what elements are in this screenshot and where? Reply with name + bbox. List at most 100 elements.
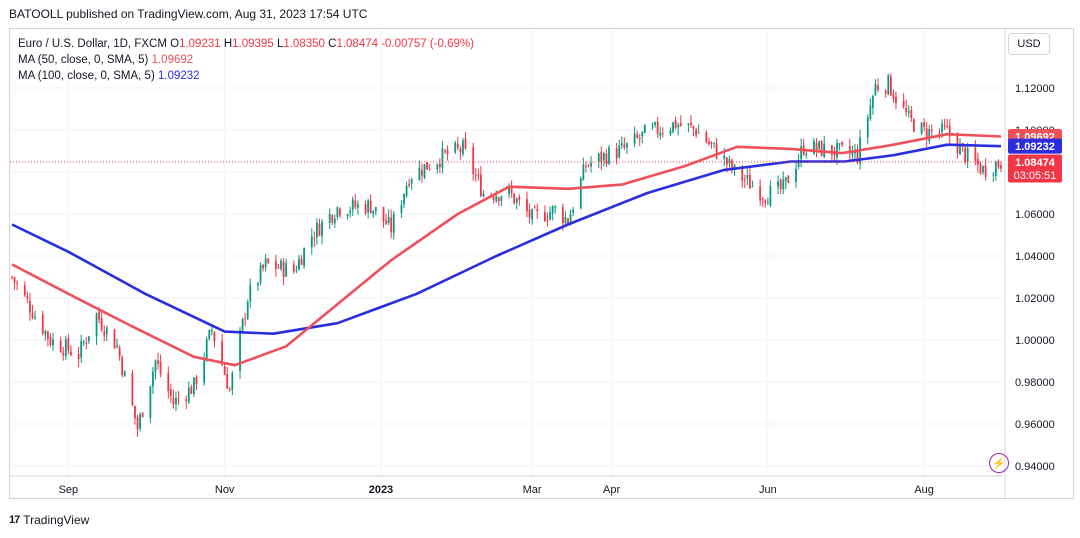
candle-body [408, 183, 411, 186]
ma100-value: 1.09232 [157, 70, 200, 82]
candle-body [677, 124, 680, 128]
candle-body [313, 238, 316, 240]
ma100-label: MA (100, close, 0, SMA, 5) [18, 70, 155, 82]
candle-body [510, 188, 513, 194]
candle-body [836, 143, 838, 158]
last-price-label: 1.08474 [1015, 157, 1056, 169]
candle-body [713, 142, 715, 144]
candle-body [838, 143, 841, 145]
x-tick-label: 2023 [369, 484, 393, 496]
candle-body [410, 179, 413, 184]
candle-body [608, 147, 610, 164]
candle-body [472, 147, 475, 174]
candle-body [280, 260, 282, 269]
candle-body [315, 222, 318, 238]
candle-body [564, 217, 567, 224]
candle-body [751, 186, 754, 188]
candle-body [930, 130, 933, 132]
candle-body [889, 76, 892, 96]
candle-body [354, 200, 357, 208]
candle-body [318, 223, 321, 236]
ma50-label: MA (50, close, 0, SMA, 5) [18, 54, 149, 66]
candle-body [495, 196, 498, 202]
candle-body [228, 389, 231, 391]
candle-body [877, 85, 879, 90]
candle-body [705, 132, 708, 143]
candle-body [912, 119, 915, 132]
candle-body [141, 412, 144, 417]
candle-body [205, 339, 208, 359]
currency-button[interactable]: USD [1008, 33, 1050, 55]
candle-body [405, 185, 408, 196]
candle-body [436, 164, 439, 170]
candle-body [587, 165, 590, 167]
candle-body [902, 101, 905, 107]
candle-body [292, 264, 295, 272]
candle-body [221, 341, 223, 366]
candle-body [13, 277, 16, 283]
candle-body [59, 340, 62, 353]
candle-body [172, 397, 175, 405]
candle-body [656, 121, 659, 134]
candle-body [561, 207, 564, 224]
candle-body [369, 200, 372, 214]
candle-body [697, 132, 700, 134]
legend: Euro / U.S. Dollar, 1D, FXCM O1.09231 H1… [18, 36, 474, 84]
candle-body [782, 179, 785, 190]
candle-body [1000, 165, 1002, 169]
candle-body [715, 143, 718, 159]
x-tick-label: Jun [759, 484, 777, 496]
candle-body [277, 267, 280, 269]
candle-body [856, 150, 859, 163]
candle-body [623, 144, 626, 148]
candle-body [651, 126, 654, 128]
candle-body [992, 174, 995, 176]
candle-body [830, 145, 833, 155]
candle-body [474, 174, 477, 176]
candle-body [641, 131, 644, 137]
candle-body [943, 125, 946, 127]
candle-body [982, 166, 984, 173]
candle-body [869, 105, 872, 119]
candle-body [190, 387, 193, 394]
candle-body [492, 197, 495, 200]
candle-body [421, 169, 423, 176]
candle-body [941, 123, 943, 132]
candle-body [515, 198, 518, 203]
legend-ma50-row[interactable]: MA (50, close, 0, SMA, 5) 1.09692 [18, 52, 474, 68]
candle-body [907, 111, 910, 113]
candle-body [34, 316, 36, 318]
candle-body [246, 302, 249, 319]
candle-body [638, 137, 641, 139]
candle-body [572, 209, 575, 213]
candle-body [731, 160, 733, 170]
candle-body [795, 168, 797, 182]
candle-body [185, 399, 188, 401]
candle-body [766, 203, 769, 205]
candle-body [52, 339, 54, 346]
candle-body [26, 296, 29, 299]
lightning-icon[interactable]: ⚡ [989, 453, 1009, 473]
candle-body [544, 212, 546, 222]
candle-body [49, 336, 52, 345]
candle-body [121, 357, 124, 376]
last-price-label-countdown: 03:05:51 [1014, 170, 1057, 182]
candle-body [105, 327, 108, 335]
candle-body [479, 174, 482, 197]
legend-ma100-row[interactable]: MA (100, close, 0, SMA, 5) 1.09232 [18, 68, 474, 84]
candle-body [244, 317, 247, 319]
legend-symbol-row[interactable]: Euro / U.S. Dollar, 1D, FXCM O1.09231 H1… [18, 36, 474, 52]
candle-body [267, 258, 270, 263]
candle-body [526, 199, 528, 212]
candle-body [298, 258, 300, 270]
candle-body [590, 162, 592, 167]
high-value: 1.09395 [232, 38, 274, 50]
candle-body [741, 166, 744, 181]
candle-body [800, 146, 803, 160]
candle-body [910, 109, 913, 118]
candle-body [531, 209, 534, 220]
candle-body [695, 129, 698, 136]
candle-body [70, 351, 72, 356]
candle-body [636, 134, 639, 138]
